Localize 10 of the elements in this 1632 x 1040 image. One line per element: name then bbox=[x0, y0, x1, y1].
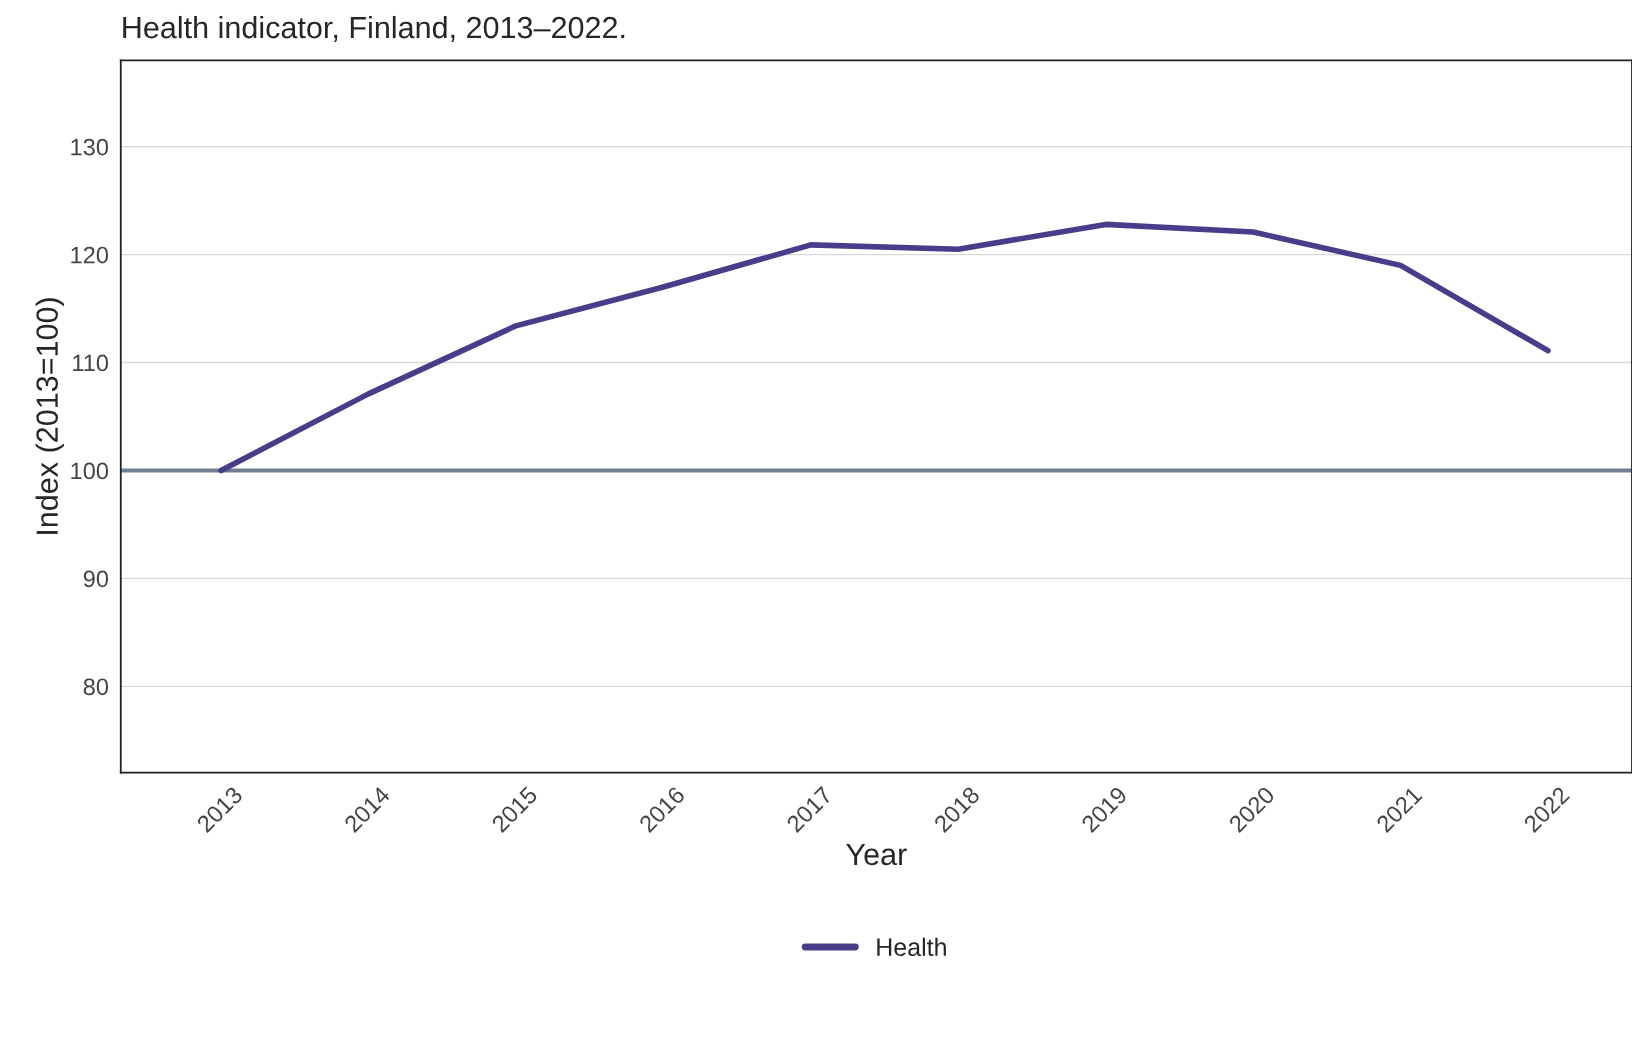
legend-label: Health bbox=[877, 937, 946, 957]
y-tick-label: 130 bbox=[71, 138, 109, 156]
y-tick-label: 90 bbox=[83, 570, 109, 588]
y-axis-title: Index (2013=100) bbox=[35, 298, 64, 534]
y-tick-label: 120 bbox=[71, 246, 109, 264]
y-tick-label: 100 bbox=[71, 462, 109, 480]
y-tick-label: 80 bbox=[83, 678, 109, 696]
x-axis-title: Year bbox=[846, 843, 907, 866]
y-tick-label: 110 bbox=[73, 354, 109, 372]
chart-title: Health indicator, Finland, 2013–2022. bbox=[123, 15, 625, 43]
